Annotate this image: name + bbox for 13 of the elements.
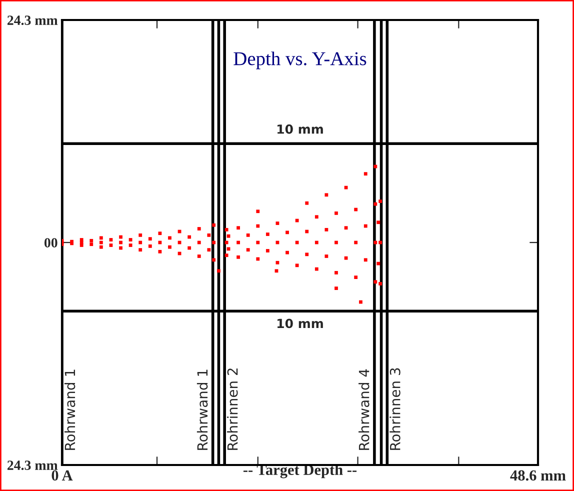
y-tick-label: 00 [44,238,58,248]
x-tick-label: 48.6 mm [510,470,566,481]
text: Depth vs. Y-Axis [234,52,366,70]
ref-line-label: Rohrinnen 3 [390,368,400,450]
ref-line-label: Rohrwand 1 [196,370,208,450]
y-tick-label: 24.3 mm [8,16,58,26]
ref-line-label: Rohrwand 4 [358,369,370,450]
x-tick-label: 0 A [52,470,73,481]
ref-line-label: Rohrinnen 2 [227,368,238,450]
ref-line-label: 10 mm [278,124,323,134]
ref-line-label: Rohrwand 1 [64,370,76,450]
ref-line-label: 10 mm [278,318,323,328]
y-tick-label: 24.3 mm [8,460,58,470]
